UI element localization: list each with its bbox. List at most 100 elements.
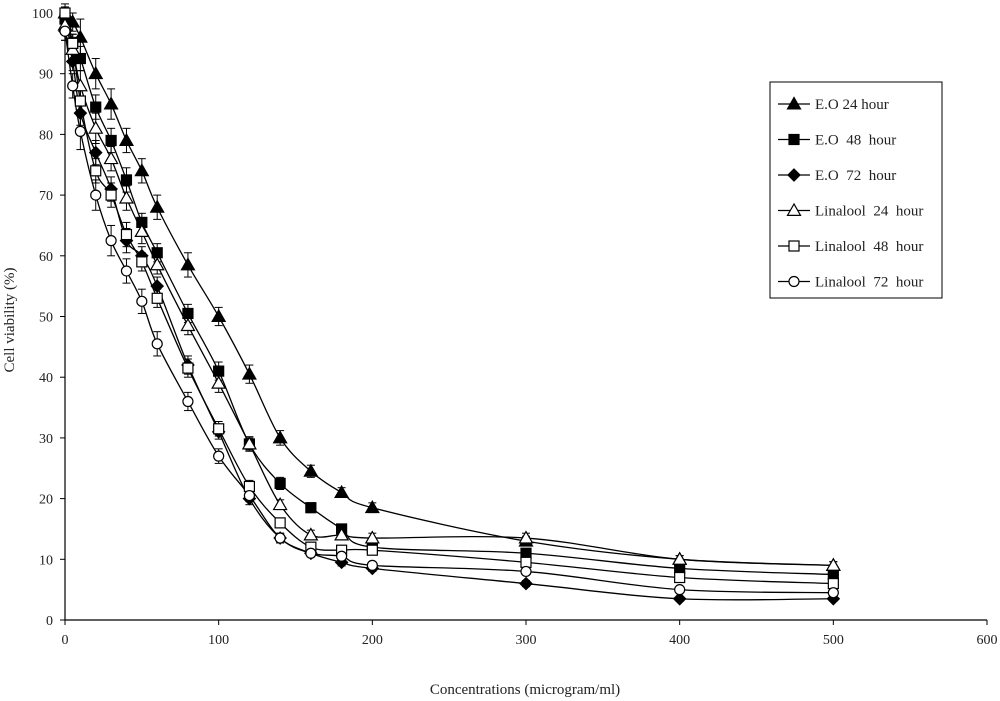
data-point [120, 228, 133, 241]
legend-marker [786, 96, 802, 110]
legend-marker [788, 133, 800, 146]
series-line-2 [64, 18, 834, 576]
data-point [305, 547, 317, 559]
data-point [364, 499, 380, 514]
data-point [59, 7, 71, 19]
legend-label: Linalool 48 hour [815, 239, 923, 255]
x-tick-label: 500 [823, 633, 844, 648]
data-point [105, 134, 117, 147]
data-point [74, 95, 86, 107]
data-point [213, 450, 225, 462]
data-point [182, 362, 194, 374]
data-point [120, 174, 133, 186]
x-tick-label: 400 [669, 633, 690, 648]
data-point [274, 517, 286, 529]
data-point [827, 568, 839, 581]
y-tick-label: 40 [39, 371, 53, 386]
series-line-1 [64, 12, 834, 567]
data-point [520, 565, 532, 578]
data-point [303, 527, 319, 541]
data-point [136, 295, 148, 307]
data-point [674, 562, 686, 575]
data-point [520, 556, 532, 568]
data-point [150, 279, 165, 293]
series-line-3 [64, 31, 834, 601]
axes: 0 100 200 300 400 500 600 0 10 20 30 40 50 60 70 80 90 10… [32, 7, 998, 648]
data-point [243, 489, 255, 502]
data-point [672, 591, 687, 606]
data-point [518, 530, 534, 544]
legend-label: E.O 72 hour [815, 168, 896, 184]
data-point [103, 96, 119, 110]
x-tick-label: 600 [977, 633, 998, 648]
data-point [366, 559, 378, 571]
data-point [67, 37, 79, 49]
data-point [90, 189, 102, 201]
data-point [149, 199, 165, 213]
y-tick-label: 30 [39, 432, 53, 447]
data-point [672, 551, 688, 565]
data-point [182, 395, 194, 408]
legend-marker [787, 168, 801, 182]
data-point [366, 544, 378, 556]
data-point [105, 189, 117, 201]
legend-label: Linalool 72 hour [815, 275, 923, 291]
y-tick-label: 10 [39, 553, 53, 568]
data-point [88, 145, 103, 160]
data-point [151, 292, 163, 304]
data-point [305, 502, 317, 514]
legend: E.O 24 hour E.O 48 hour E.O 72 hour Linaloo… [769, 81, 943, 299]
data-point [213, 423, 225, 435]
y-tick-label: 60 [39, 250, 53, 265]
data-point [364, 530, 380, 544]
data-point [213, 365, 225, 377]
data-point [90, 101, 102, 113]
x-tick-label: 300 [516, 633, 537, 648]
data-point [274, 477, 286, 490]
data-point [211, 308, 227, 322]
data-point [105, 235, 117, 247]
data-point [519, 576, 533, 591]
data-point [827, 587, 839, 599]
data-point [67, 80, 79, 92]
data-point [336, 550, 348, 562]
x-tick-label: 0 [62, 633, 69, 648]
data-point [149, 257, 165, 271]
data-point [134, 223, 150, 237]
y-tick-label: 20 [39, 493, 53, 508]
y-tick-label: 80 [39, 128, 53, 143]
data-point [118, 190, 135, 204]
data-point [825, 557, 841, 571]
series-markers [57, 5, 841, 606]
data-point [74, 125, 86, 137]
y-tick-label: 70 [39, 189, 53, 204]
y-tick-label: 0 [46, 614, 53, 629]
data-point [241, 436, 257, 450]
data-point [303, 463, 319, 477]
data-point [65, 54, 80, 69]
data-point [180, 257, 196, 271]
data-point [136, 256, 148, 268]
data-point [73, 106, 88, 121]
legend-label: E.O 48 hour [815, 133, 896, 149]
y-tick-label: 50 [39, 311, 53, 326]
data-point [334, 484, 350, 499]
series-lines [64, 12, 834, 601]
x-tick-label: 200 [362, 633, 383, 648]
data-point [334, 527, 350, 541]
data-point [151, 247, 163, 259]
legend-label: E.O 24 hour [815, 97, 889, 113]
y-tick-label: 90 [39, 68, 53, 83]
y-axis-label: Cell viability (%) [2, 268, 18, 373]
data-point [88, 120, 104, 134]
data-point [59, 25, 71, 37]
data-point [241, 366, 257, 380]
data-point [674, 571, 686, 584]
error-bars [61, 3, 838, 602]
data-point [274, 532, 286, 544]
data-point [88, 65, 104, 80]
data-point [151, 338, 163, 350]
data-point [211, 375, 227, 389]
data-point [120, 265, 133, 277]
